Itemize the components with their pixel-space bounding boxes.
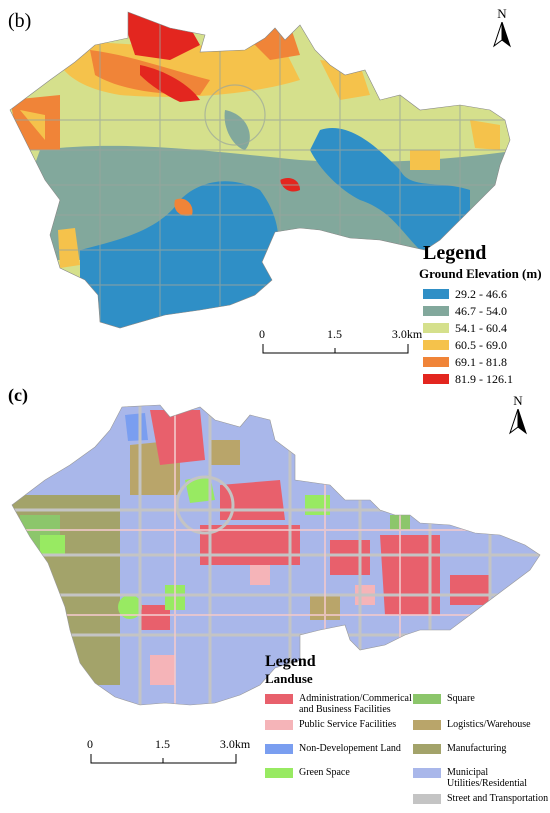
north-arrow-icon xyxy=(493,21,511,48)
legend-label: 60.5 - 69.0 xyxy=(455,337,507,352)
legend-label: 29.2 - 46.6 xyxy=(455,286,507,301)
legend-swatch xyxy=(413,794,441,804)
legend-label: Administration/Commerical and Business F… xyxy=(299,693,412,715)
legend-item: Street and Transportation xyxy=(413,793,550,813)
legend-swatch xyxy=(265,720,293,730)
legend-swatch xyxy=(423,289,449,299)
north-arrow: N xyxy=(506,393,530,440)
scale-tick-label: 0 xyxy=(87,737,93,751)
legend-item: Manufacturing xyxy=(413,743,550,763)
panel-label: (b) xyxy=(8,10,32,32)
legend-label: Manufacturing xyxy=(447,743,507,754)
legend-label: 81.9 - 126.1 xyxy=(455,371,513,386)
legend-title: Legend xyxy=(423,242,487,264)
legend-swatch xyxy=(423,323,449,333)
legend-item: 69.1 - 81.8 xyxy=(423,354,542,370)
legend-item: 54.1 - 60.4 xyxy=(423,320,542,336)
legend-swatch xyxy=(265,694,293,704)
legend-label: 46.7 - 54.0 xyxy=(455,303,507,318)
legend-label: Street and Transportation xyxy=(447,793,549,804)
legend-swatch xyxy=(265,744,293,754)
scale-bar: 0 1.5 3.0km xyxy=(259,327,422,359)
legend-label: Non-Developement Land xyxy=(299,743,401,754)
scale-bar-graphic xyxy=(262,344,409,354)
elevation-map xyxy=(9,11,511,329)
legend-item: 29.2 - 46.6 xyxy=(423,286,542,302)
scale-bar: 0 1.5 3.0km xyxy=(87,737,250,769)
legend-label: Municipal Utilities/Residential xyxy=(447,767,527,789)
legend-subtitle: Landuse xyxy=(265,671,313,686)
scale-bar-graphic xyxy=(90,754,237,764)
panel-label: (c) xyxy=(8,385,28,405)
landuse-map xyxy=(11,404,541,706)
legend-swatch xyxy=(423,306,449,316)
scale-tick-label: 1.5 xyxy=(327,327,342,341)
legend-item: 46.7 - 54.0 xyxy=(423,303,542,319)
legend-item: Square xyxy=(413,693,550,715)
legend-label: 54.1 - 60.4 xyxy=(455,320,507,335)
legend-swatch xyxy=(413,720,441,730)
scale-tick-label: 0 xyxy=(259,327,265,341)
legend-swatch xyxy=(413,768,441,778)
scale-tick-label: 3.0km xyxy=(391,327,423,341)
legend-item: 60.5 - 69.0 xyxy=(423,337,542,353)
legend-item: Administration/Commerical and Business F… xyxy=(265,693,413,715)
legend-label: Logistics/Warehouse xyxy=(447,719,531,730)
elevation-legend: Legend Ground Elevation (m) 29.2 - 46.6 4… xyxy=(419,242,542,388)
legend-title: Legend xyxy=(265,653,316,670)
legend-item: Municipal Utilities/Residential xyxy=(413,767,550,789)
scale-tick-label: 3.0km xyxy=(219,737,251,751)
north-label: N xyxy=(497,6,507,21)
north-arrow-icon xyxy=(509,408,527,435)
legend-swatch xyxy=(265,768,293,778)
legend-label: Square xyxy=(447,693,475,704)
legend-item: Non-Developement Land xyxy=(265,743,413,763)
north-label: N xyxy=(513,393,523,408)
legend-label: Green Space xyxy=(299,767,350,778)
legend-item: 81.9 - 126.1 xyxy=(423,371,542,387)
legend-item xyxy=(265,793,413,813)
legend-swatch xyxy=(423,357,449,367)
legend-subtitle: Ground Elevation (m) xyxy=(419,266,542,281)
scale-tick-label: 1.5 xyxy=(155,737,170,751)
legend-item: Green Space xyxy=(265,767,413,789)
landuse-legend: Legend Landuse Administration/Commerical… xyxy=(265,653,550,813)
legend-swatch xyxy=(423,340,449,350)
landuse-map-panel: (c) N Legend Landuse Administration/Comm… xyxy=(0,385,550,804)
legend-swatch xyxy=(413,694,441,704)
elevation-map-panel: (b) N Legend Ground Elevation (m) 29.2 -… xyxy=(0,0,550,386)
north-arrow: N xyxy=(490,6,514,53)
legend-item: Public Service Facilities xyxy=(265,719,413,739)
legend-item: Logistics/Warehouse xyxy=(413,719,550,739)
legend-label: Public Service Facilities xyxy=(299,719,397,730)
legend-swatch xyxy=(413,744,441,754)
legend-swatch xyxy=(423,374,449,384)
legend-label: 69.1 - 81.8 xyxy=(455,354,507,369)
